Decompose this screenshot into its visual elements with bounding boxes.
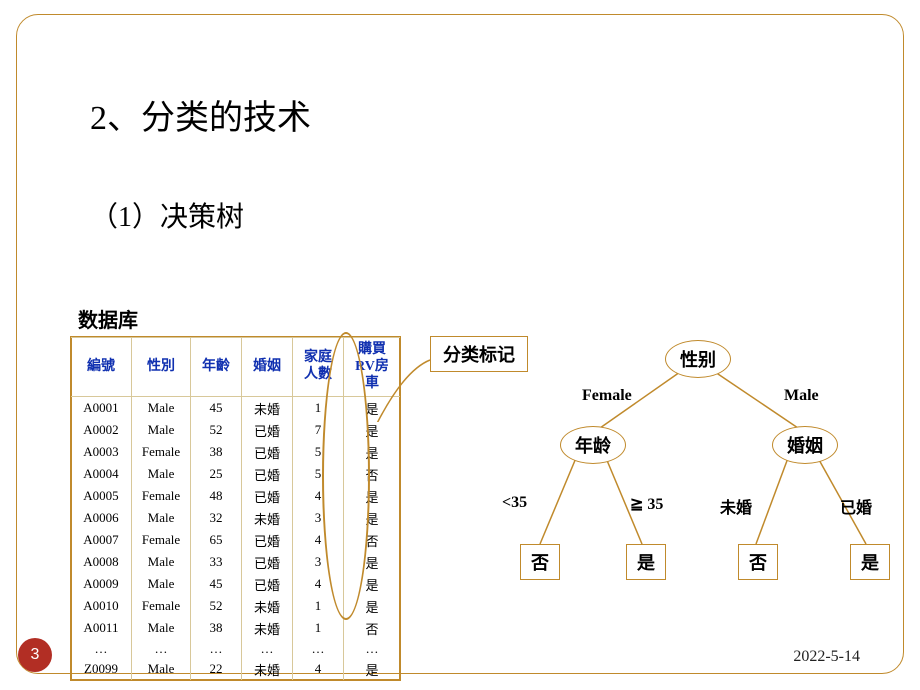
table-header: 婚姻 bbox=[242, 338, 293, 397]
table-cell: Z0099 bbox=[71, 658, 132, 680]
table-row: A0011Male38未婚1否 bbox=[71, 617, 400, 639]
slide-subtitle: （1）决策树 bbox=[90, 195, 244, 235]
page-number-badge: 3 bbox=[18, 638, 52, 672]
table-cell: 45 bbox=[191, 397, 242, 420]
table-cell: Male bbox=[132, 617, 191, 639]
table-cell: A0007 bbox=[71, 529, 132, 551]
table-cell: 65 bbox=[191, 529, 242, 551]
table-cell: 未婚 bbox=[242, 595, 293, 617]
table-cell: Male bbox=[132, 507, 191, 529]
table-cell: 1 bbox=[293, 617, 344, 639]
table-cell: A0003 bbox=[71, 441, 132, 463]
table-cell: … bbox=[191, 639, 242, 658]
tree-edge bbox=[540, 458, 576, 544]
table-cell: Female bbox=[132, 595, 191, 617]
table-cell: Male bbox=[132, 551, 191, 573]
table-cell: 已婚 bbox=[242, 441, 293, 463]
tree-edge bbox=[756, 458, 788, 544]
table-cell: A0005 bbox=[71, 485, 132, 507]
tree-edge-label: <35 bbox=[502, 494, 527, 512]
table-cell: … bbox=[132, 639, 191, 658]
tree-edge-label: Female bbox=[582, 387, 632, 405]
table-cell: 45 bbox=[191, 573, 242, 595]
tree-leaf: 是 bbox=[626, 544, 666, 580]
table-cell: 52 bbox=[191, 595, 242, 617]
table-cell: … bbox=[242, 639, 293, 658]
table-cell: 已婚 bbox=[242, 551, 293, 573]
tree-edge-label: Male bbox=[784, 387, 819, 405]
table-cell: … bbox=[71, 639, 132, 658]
table-cell: … bbox=[344, 639, 401, 658]
table-header: 性別 bbox=[132, 338, 191, 397]
table-cell: Male bbox=[132, 463, 191, 485]
table-cell: 已婚 bbox=[242, 463, 293, 485]
table-cell: 未婚 bbox=[242, 507, 293, 529]
table-cell: 25 bbox=[191, 463, 242, 485]
tree-node: 性别 bbox=[665, 340, 731, 378]
slide-title: 2、分类的技术 bbox=[90, 90, 311, 139]
table-row: Z0099Male22未婚4是 bbox=[71, 658, 400, 680]
table-header: 編號 bbox=[71, 338, 132, 397]
tree-node: 婚姻 bbox=[772, 426, 838, 464]
table-cell: A0010 bbox=[71, 595, 132, 617]
tree-leaf: 是 bbox=[850, 544, 890, 580]
class-label-box: 分类标记 bbox=[430, 336, 528, 372]
table-row: ……………… bbox=[71, 639, 400, 658]
table-header: 年齡 bbox=[191, 338, 242, 397]
table-cell: 38 bbox=[191, 617, 242, 639]
tree-edge-label: 已婚 bbox=[840, 494, 872, 518]
table-cell: 已婚 bbox=[242, 529, 293, 551]
database-label: 数据库 bbox=[78, 304, 138, 333]
tree-leaf: 否 bbox=[738, 544, 778, 580]
table-cell: Male bbox=[132, 397, 191, 420]
table-cell: Female bbox=[132, 485, 191, 507]
table-cell: A0002 bbox=[71, 419, 132, 441]
table-cell: 未婚 bbox=[242, 397, 293, 420]
table-cell: Female bbox=[132, 529, 191, 551]
table-cell: A0006 bbox=[71, 507, 132, 529]
table-cell: A0004 bbox=[71, 463, 132, 485]
table-cell: 32 bbox=[191, 507, 242, 529]
page-number: 3 bbox=[31, 646, 40, 664]
table-cell: 4 bbox=[293, 658, 344, 680]
table-cell: … bbox=[293, 639, 344, 658]
table-cell: A0001 bbox=[71, 397, 132, 420]
table-cell: 52 bbox=[191, 419, 242, 441]
table-cell: Male bbox=[132, 419, 191, 441]
table-cell: 38 bbox=[191, 441, 242, 463]
table-cell: A0008 bbox=[71, 551, 132, 573]
table-cell: 33 bbox=[191, 551, 242, 573]
tree-leaf: 否 bbox=[520, 544, 560, 580]
table-cell: Male bbox=[132, 573, 191, 595]
table-cell: 22 bbox=[191, 658, 242, 680]
table-cell: 否 bbox=[344, 617, 401, 639]
table-cell: 48 bbox=[191, 485, 242, 507]
table-cell: 未婚 bbox=[242, 658, 293, 680]
table-cell: 未婚 bbox=[242, 617, 293, 639]
decision-tree: 性别年龄婚姻否是否是 FemaleMale<35≧ 35未婚已婚 bbox=[520, 332, 900, 622]
table-cell: A0011 bbox=[71, 617, 132, 639]
tree-edge-label: ≧ 35 bbox=[630, 494, 663, 514]
table-cell: Male bbox=[132, 658, 191, 680]
slide-date: 2022-5-14 bbox=[793, 648, 860, 666]
callout-connector bbox=[360, 352, 440, 422]
table-cell: 已婚 bbox=[242, 573, 293, 595]
tree-edge-label: 未婚 bbox=[720, 494, 752, 518]
table-cell: A0009 bbox=[71, 573, 132, 595]
table-cell: 已婚 bbox=[242, 419, 293, 441]
table-cell: 已婚 bbox=[242, 485, 293, 507]
tree-node: 年龄 bbox=[560, 426, 626, 464]
table-cell: Female bbox=[132, 441, 191, 463]
table-cell: 是 bbox=[344, 658, 401, 680]
